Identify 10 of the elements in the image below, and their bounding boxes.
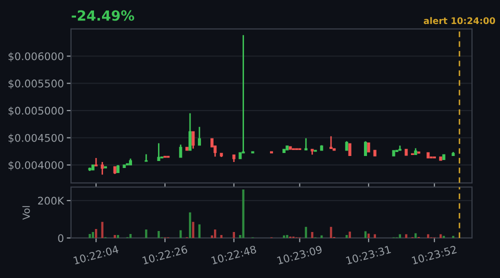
y-tick-label: $0.005500	[8, 79, 64, 89]
chart-title: -24.49%	[72, 10, 134, 21]
y-tick-label: $0.004500	[8, 134, 64, 144]
y-tick-label: 200K	[38, 196, 64, 205]
y-axis-title: Vol	[22, 206, 30, 220]
y-tick-label: $0.004000	[8, 161, 64, 170]
ref-line-label: alert 10:24:00	[424, 17, 496, 24]
y-tick-label: 0	[58, 234, 64, 242]
y-tick-label: $0.006000	[8, 52, 64, 62]
y-tick-label: $0.005000	[8, 106, 64, 116]
